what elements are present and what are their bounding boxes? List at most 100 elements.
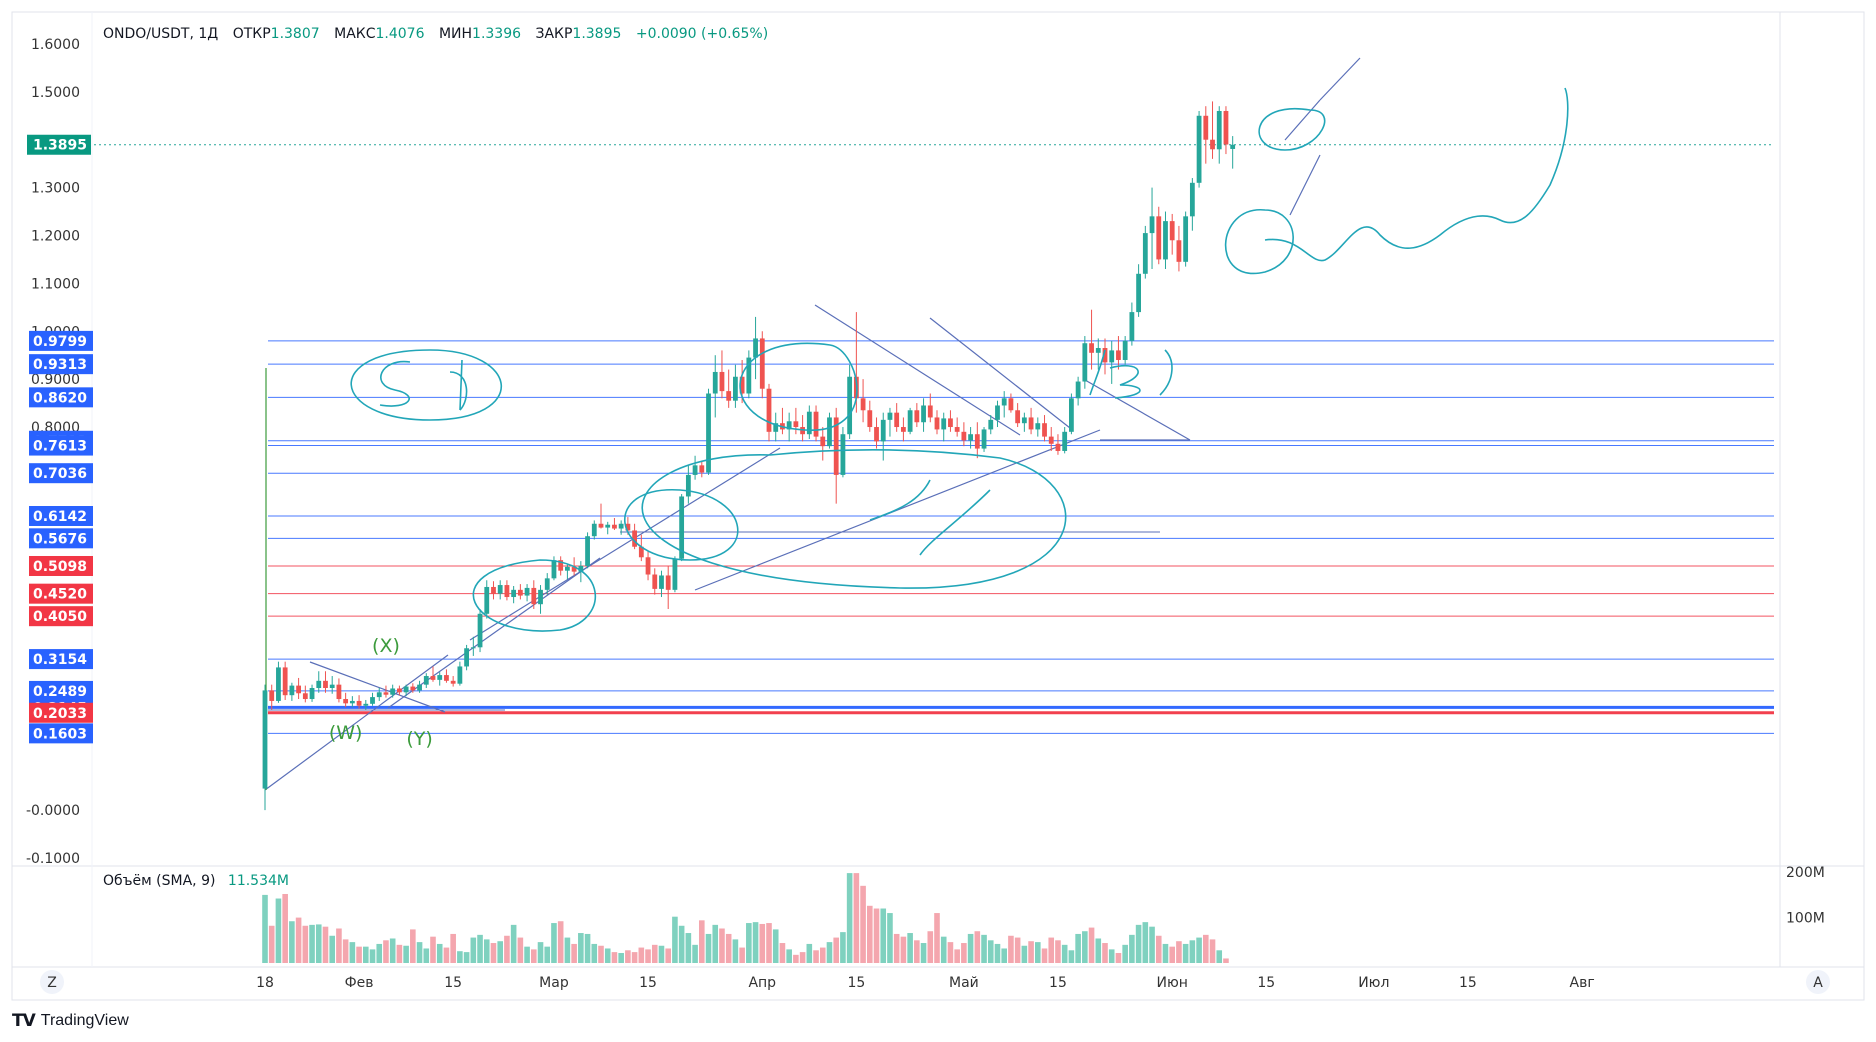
candle-body[interactable] [1001,398,1007,406]
candle-body[interactable] [289,685,295,696]
candle-body[interactable] [585,536,590,566]
candle-body[interactable] [995,405,1000,420]
candle-body[interactable] [887,412,893,420]
candle-body[interactable] [269,690,275,701]
candle-body[interactable] [356,700,362,706]
candle-body[interactable] [464,648,469,667]
candle-body[interactable] [282,667,288,696]
candle-body[interactable] [699,465,705,473]
candle-body[interactable] [1048,436,1054,444]
horizontal-levels[interactable] [94,144,1774,734]
candle-body[interactable] [672,558,678,590]
candle-body[interactable] [1035,423,1041,430]
trend-line[interactable] [1084,379,1191,441]
candle-body[interactable] [403,686,409,693]
candle-body[interactable] [753,338,758,358]
candle-body[interactable] [1189,182,1195,217]
candle-body[interactable] [1116,350,1121,360]
trend-line[interactable] [929,317,1071,429]
freehand-stroke[interactable] [641,448,1067,589]
freehand-stroke[interactable] [624,489,739,561]
candle-body[interactable] [618,523,624,529]
candle-body[interactable] [1095,348,1101,353]
candle-body[interactable] [907,410,913,432]
candle-body[interactable] [847,376,853,435]
trend-line[interactable] [264,654,449,791]
candle-body[interactable] [840,434,846,475]
candle-body[interactable] [1136,273,1141,313]
candle-body[interactable] [1230,144,1236,149]
candle-body[interactable] [309,688,315,700]
candle-body[interactable] [376,692,382,698]
candle-body[interactable] [974,434,980,449]
time-axis[interactable]: 18 Фев 15 Мар 15 Апр 15 Май 15 Июн 15 Июл 15 Авг [256,975,1595,991]
candle-body[interactable] [806,411,812,435]
candle-body[interactable] [820,436,826,447]
candle-body[interactable] [813,411,819,437]
candle-body[interactable] [988,419,994,430]
candle-body[interactable] [833,417,839,475]
candle-body[interactable] [1042,423,1047,437]
candle-body[interactable] [894,412,900,428]
candle-body[interactable] [1203,115,1209,140]
candle-body[interactable] [961,431,967,441]
tradingview-brand[interactable]: TV TradingView [12,1010,129,1032]
wave-label[interactable]: (X) [372,635,400,657]
candle-body[interactable] [1149,216,1155,234]
candle-body[interactable] [1142,233,1148,274]
candle-body[interactable] [827,417,832,447]
candle-body[interactable] [1122,340,1128,360]
candle-body[interactable] [423,676,429,685]
candle-body[interactable] [625,523,631,531]
candle-body[interactable] [531,587,537,605]
legend-symbol[interactable]: ONDO/USDT [103,26,190,42]
candle-body[interactable] [323,680,328,689]
candle-body[interactable] [497,585,503,594]
candle-body[interactable] [1008,398,1014,411]
candle-body[interactable] [1028,417,1034,430]
candle-body[interactable] [1156,216,1162,260]
candle-body[interactable] [383,692,389,695]
candle-body[interactable] [867,410,873,428]
candle-body[interactable] [1109,350,1115,363]
candle-body[interactable] [437,675,443,680]
candle-body[interactable] [1075,381,1081,399]
candle-body[interactable] [921,405,926,423]
candle-body[interactable] [578,565,584,572]
candle-body[interactable] [1176,240,1182,262]
candle-body[interactable] [571,566,577,572]
trend-line[interactable] [1289,154,1321,216]
candle-body[interactable] [1183,216,1189,262]
candle-body[interactable] [558,560,564,571]
candle-body[interactable] [1210,139,1215,150]
candlestick-series[interactable] [262,101,1236,811]
candle-body[interactable] [665,575,671,590]
candle-body[interactable] [470,647,476,649]
candle-body[interactable] [968,434,973,441]
candle-body[interactable] [759,338,765,389]
candle-body[interactable] [302,693,308,700]
candle-body[interactable] [981,429,987,449]
candle-body[interactable] [491,586,496,594]
trend-line[interactable] [469,447,781,641]
candle-body[interactable] [329,684,335,689]
candle-body[interactable] [565,566,570,571]
candle-body[interactable] [316,680,322,689]
candle-body[interactable] [612,524,617,529]
trend-line[interactable] [309,661,446,713]
candle-body[interactable] [1196,115,1202,183]
candle-body[interactable] [363,703,369,706]
candle-body[interactable] [1055,443,1061,451]
freehand-stroke[interactable] [869,479,991,556]
auto-scale-button-right[interactable]: A [1806,970,1830,994]
candle-body[interactable] [598,523,604,528]
candle-body[interactable] [766,388,772,432]
candle-body[interactable] [1062,431,1068,451]
candle-body[interactable] [417,684,422,691]
wave-label[interactable]: (W) [329,722,363,744]
candle-body[interactable] [397,688,402,693]
candle-body[interactable] [1015,410,1021,424]
candle-body[interactable] [712,371,718,394]
candle-body[interactable] [511,589,517,598]
